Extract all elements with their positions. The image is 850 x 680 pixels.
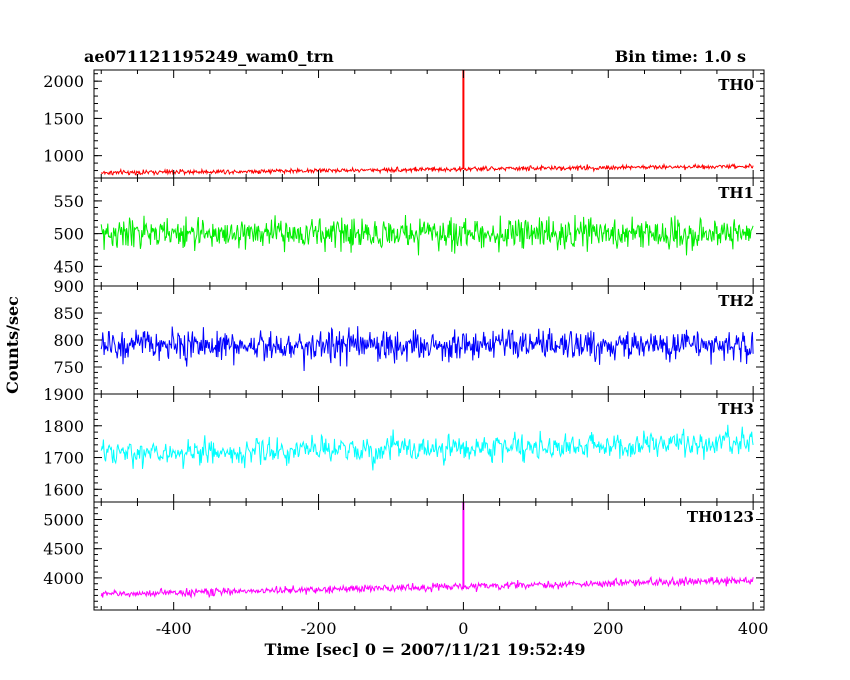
y-tick-label: 800 [53, 331, 84, 350]
panel-label: TH3 [718, 400, 754, 418]
series-line-th0 [100, 162, 754, 177]
y-tick-label: 750 [53, 358, 84, 377]
panel-th3: 1600 1700 1800 1900 TH3 [43, 385, 765, 503]
y-tick-label: 1600 [43, 480, 84, 499]
bin-time-label: Bin time: 1.0 s [615, 47, 746, 66]
plot-title: ae071121195249_wam0_trn [84, 47, 334, 66]
panel-label: TH1 [718, 184, 754, 202]
y-tick-label: 5000 [43, 511, 84, 530]
x-axis-label: Time [sec] 0 = 2007/11/21 19:52:49 [265, 640, 586, 659]
series-line-th3 [100, 424, 754, 471]
panel-th0: 1000 1500 2000 TH0 [43, 69, 765, 179]
panel-frame [93, 501, 765, 611]
panel-th0123: 4000 4500 5000 TH0123 [43, 501, 765, 611]
series-line-th0123 [100, 575, 754, 599]
x-tick-label: 0 [458, 619, 468, 638]
y-tick-label: 1500 [43, 109, 84, 128]
panel-frame [93, 69, 765, 179]
x-tick-label: -200 [301, 619, 337, 638]
series-line-th2 [100, 326, 754, 372]
x-tick-label: 200 [593, 619, 624, 638]
y-tick-label: 850 [53, 304, 84, 323]
y-axis-label: Counts/sec [3, 296, 22, 394]
series-line-th1 [100, 214, 754, 256]
panel-label: TH2 [718, 292, 754, 310]
y-tick-label: 450 [53, 257, 84, 276]
y-tick-label: 1800 [43, 417, 84, 436]
y-tick-label: 900 [53, 277, 84, 296]
y-tick-label: 4000 [43, 569, 84, 588]
x-tick-label: 400 [738, 619, 769, 638]
y-tick-label: 1000 [43, 147, 84, 166]
x-tick-label: -400 [156, 619, 192, 638]
panel-th2: 750 800 850 900 TH2 [53, 277, 765, 395]
y-tick-label: 500 [53, 225, 84, 244]
panel-label: TH0 [718, 76, 754, 94]
y-tick-label: 1700 [43, 449, 84, 468]
panel-label: TH0123 [687, 508, 754, 526]
y-tick-label: 550 [53, 192, 84, 211]
y-tick-label: 2000 [43, 72, 84, 91]
y-tick-label: 1900 [43, 385, 84, 404]
y-tick-label: 4500 [43, 540, 84, 559]
panel-th1: 450 500 550 TH1 [53, 177, 765, 287]
